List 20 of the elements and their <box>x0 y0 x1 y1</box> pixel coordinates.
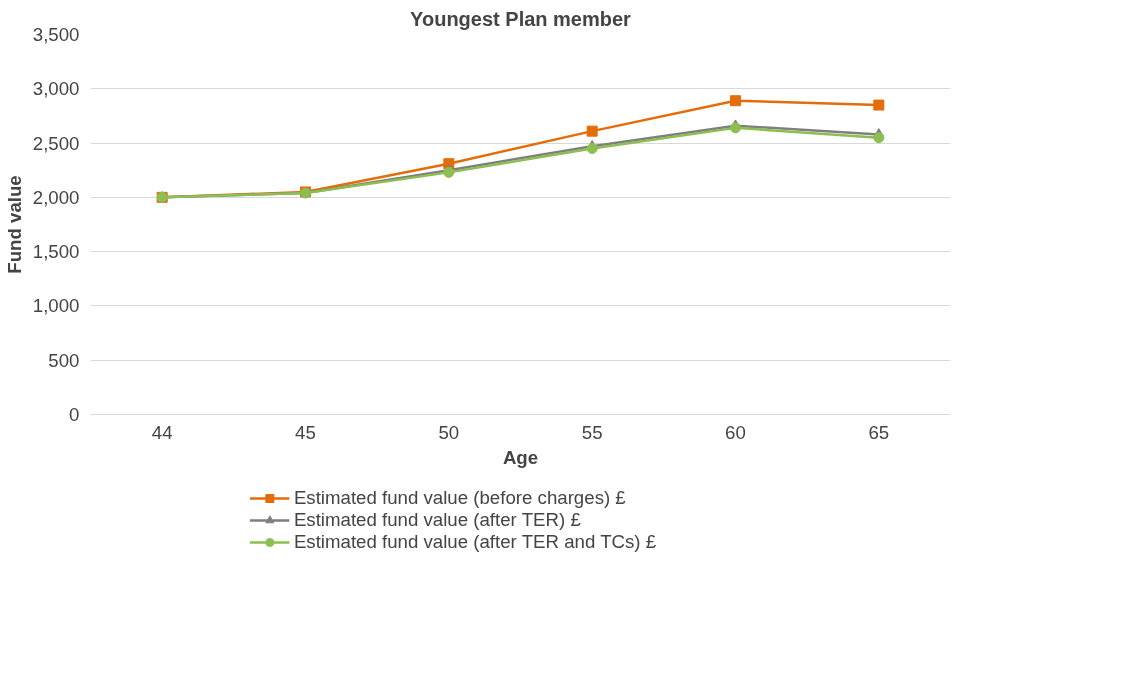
legend-label: Estimated fund value (after TER and TCs) £ <box>293 531 657 553</box>
y-tick-label: 500 <box>48 349 80 371</box>
legend-label: Estimated fund value (after TER) £ <box>293 509 581 531</box>
x-tick-label: 65 <box>868 421 890 443</box>
x-tick-label: 44 <box>151 421 173 443</box>
chart-title: Youngest Plan member <box>410 7 632 30</box>
y-tick-label: 0 <box>69 404 80 425</box>
x-tick-label: 50 <box>438 421 460 443</box>
y-tick-label: 2,500 <box>32 132 80 154</box>
x-tick-label: 60 <box>725 421 746 443</box>
y-tick-label: 1,500 <box>32 241 80 263</box>
y-tick-label: 3,500 <box>32 24 80 45</box>
y-axis-title: Fund value <box>3 175 25 274</box>
y-tick-label: 2,000 <box>32 186 80 208</box>
y-tick-label: 3,000 <box>32 78 80 100</box>
y-tick-label: 1,000 <box>32 295 80 317</box>
x-axis-title: Age <box>502 446 539 468</box>
x-tick-label: 45 <box>295 421 316 443</box>
x-tick-label: 55 <box>581 421 603 443</box>
legend-label: Estimated fund value (before charges) £ <box>293 487 626 509</box>
